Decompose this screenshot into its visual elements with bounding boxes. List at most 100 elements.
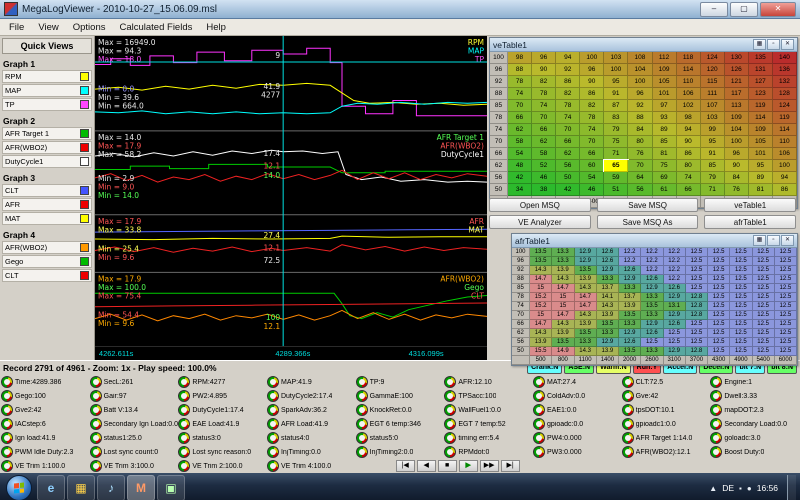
ve-cell[interactable]: 87 xyxy=(604,100,629,112)
afr-cell[interactable]: 13.9 xyxy=(530,338,553,347)
ve-cell[interactable]: 78 xyxy=(532,88,557,100)
ve-cell[interactable]: 62 xyxy=(508,124,533,136)
ve-cell[interactable]: 79 xyxy=(700,172,725,184)
afr-cell[interactable]: 13.5 xyxy=(530,248,553,257)
menu-file[interactable]: File xyxy=(9,21,25,33)
afr-cell[interactable]: 12.5 xyxy=(752,329,775,338)
afr-cell[interactable]: 12.6 xyxy=(619,266,642,275)
ve-cell[interactable]: 66 xyxy=(508,112,533,124)
afr-cell[interactable]: 12.5 xyxy=(752,302,775,311)
tray-network-icon[interactable]: ▪ xyxy=(739,483,742,493)
afr-cell[interactable]: 12.5 xyxy=(708,302,731,311)
afr-cell[interactable]: 14.3 xyxy=(552,320,575,329)
afr-cell[interactable]: 12.5 xyxy=(708,338,731,347)
ve-cell[interactable]: 117 xyxy=(724,88,749,100)
afr-cell[interactable]: 12.6 xyxy=(619,338,642,347)
afr-cell[interactable]: 12.5 xyxy=(730,338,753,347)
ve-cell[interactable]: 110 xyxy=(772,136,797,148)
afr-cell[interactable]: 13.5 xyxy=(530,257,553,266)
ve-cell[interactable]: 114 xyxy=(748,112,773,124)
afr-cell[interactable]: 12.5 xyxy=(752,311,775,320)
afr-cell[interactable]: 12.5 xyxy=(685,275,708,284)
ve-cell[interactable]: 70 xyxy=(580,136,605,148)
afr-cell[interactable]: 12.5 xyxy=(730,329,753,338)
afr-cell[interactable]: 12.5 xyxy=(774,311,797,320)
channel-item[interactable]: AFR(WBO2) xyxy=(2,141,92,154)
ve-cell[interactable]: 104 xyxy=(724,124,749,136)
vetable-toggle-button[interactable]: veTable1 xyxy=(704,198,796,212)
afr-cell[interactable]: 12.5 xyxy=(708,311,731,320)
afr-cell[interactable]: 15 xyxy=(552,293,575,302)
afr-cell[interactable]: 13.5 xyxy=(619,311,642,320)
ve-cell[interactable]: 98 xyxy=(508,52,533,64)
play-button[interactable]: ▶ xyxy=(458,460,478,472)
afr-cell[interactable]: 12.2 xyxy=(619,257,642,266)
afr-cell[interactable]: 12.5 xyxy=(685,284,708,293)
afr-cell[interactable]: 12.2 xyxy=(641,257,664,266)
afr-cell[interactable]: 12.5 xyxy=(752,257,775,266)
afr-cell[interactable]: 12.5 xyxy=(752,275,775,284)
afr-cell[interactable]: 13.9 xyxy=(619,302,642,311)
afr-cell[interactable]: 12.2 xyxy=(641,248,664,257)
ve-cell[interactable]: 108 xyxy=(628,52,653,64)
ve-cell[interactable]: 119 xyxy=(748,100,773,112)
ve-cell[interactable]: 58 xyxy=(508,136,533,148)
table-maximize-icon[interactable]: ▫ xyxy=(767,235,780,246)
ve-cell[interactable]: 100 xyxy=(724,136,749,148)
afr-cell[interactable]: 12.5 xyxy=(730,293,753,302)
ve-cell[interactable]: 76 xyxy=(628,148,653,160)
ve-cell[interactable]: 56 xyxy=(556,160,581,172)
ve-cell[interactable]: 95 xyxy=(604,76,629,88)
minimize-icon[interactable]: ‒ xyxy=(700,1,728,17)
ve-cell[interactable]: 106 xyxy=(772,148,797,160)
ve-cell[interactable]: 96 xyxy=(724,148,749,160)
afr-cell[interactable]: 12.5 xyxy=(641,338,664,347)
afr-cell[interactable]: 12.5 xyxy=(685,329,708,338)
channel-item[interactable]: MAP xyxy=(2,84,92,97)
afr-cell[interactable]: 12.2 xyxy=(663,275,686,284)
clock[interactable]: 16:56 xyxy=(756,483,778,493)
afr-cell[interactable]: 13.3 xyxy=(641,293,664,302)
channel-item[interactable]: CLT xyxy=(2,269,92,282)
afr-cell[interactable]: 12.5 xyxy=(752,284,775,293)
ve-table-titlebar[interactable]: veTable1 ▦ ▫ ✕ xyxy=(490,38,797,52)
afr-cell[interactable]: 12.8 xyxy=(685,302,708,311)
ve-cell[interactable]: 34 xyxy=(508,184,533,196)
ve-cell[interactable]: 114 xyxy=(676,64,701,76)
taskbar-app-icon-5[interactable]: ▣ xyxy=(157,475,185,500)
afr-cell[interactable]: 12.5 xyxy=(708,293,731,302)
afr-cell[interactable]: 12.5 xyxy=(730,284,753,293)
afr-cell[interactable]: 15.2 xyxy=(530,293,553,302)
afr-cell[interactable]: 12.6 xyxy=(596,257,619,266)
afr-cell[interactable]: 12.2 xyxy=(663,266,686,275)
afr-cell[interactable]: 12.8 xyxy=(685,293,708,302)
ve-cell[interactable]: 113 xyxy=(724,100,749,112)
ve-cell[interactable]: 92 xyxy=(556,64,581,76)
ve-cell[interactable]: 128 xyxy=(772,88,797,100)
close-icon[interactable]: ✕ xyxy=(760,1,796,17)
ve-cell[interactable]: 90 xyxy=(580,76,605,88)
ve-cell[interactable]: 88 xyxy=(628,112,653,124)
ve-cell[interactable]: 102 xyxy=(676,100,701,112)
afr-cell[interactable]: 12.5 xyxy=(752,320,775,329)
afr-cell[interactable]: 15 xyxy=(530,284,553,293)
ve-cell[interactable]: 131 xyxy=(748,64,773,76)
ve-cell[interactable]: 111 xyxy=(700,88,725,100)
taskbar-app-icon-4[interactable]: M xyxy=(127,475,155,500)
taskbar-app-icon-1[interactable]: e xyxy=(37,475,65,500)
afr-cell[interactable]: 12.2 xyxy=(619,248,642,257)
ve-cell[interactable]: 97 xyxy=(652,100,677,112)
afr-cell[interactable]: 12.5 xyxy=(708,329,731,338)
afr-cell[interactable]: 13.9 xyxy=(574,275,597,284)
afr-cell[interactable]: 13.5 xyxy=(552,338,575,347)
afr-table-titlebar[interactable]: afrTable1 ▦ ▫ ✕ xyxy=(512,234,797,248)
ve-cell[interactable]: 69 xyxy=(652,172,677,184)
afr-cell[interactable]: 12.5 xyxy=(708,284,731,293)
taskbar-app-icon-3[interactable]: ♪ xyxy=(97,475,125,500)
afr-cell[interactable]: 12.5 xyxy=(774,293,797,302)
afr-cell[interactable]: 12.5 xyxy=(730,257,753,266)
afr-cell[interactable]: 13.9 xyxy=(552,266,575,275)
ve-cell[interactable]: 74 xyxy=(556,112,581,124)
afr-cell[interactable]: 14.3 xyxy=(552,275,575,284)
afr-cell[interactable]: 15 xyxy=(530,311,553,320)
